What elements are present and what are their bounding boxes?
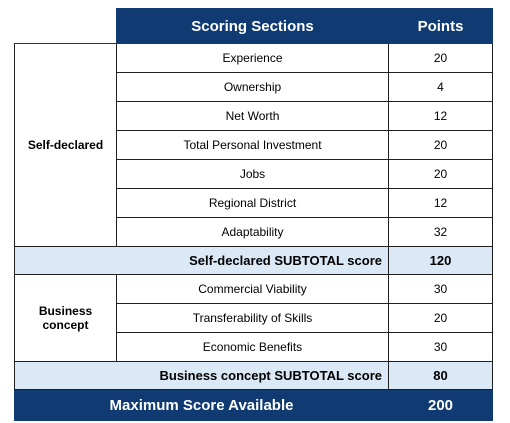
- section-points: 12: [388, 188, 493, 218]
- section-points: 12: [388, 101, 493, 131]
- table-row: Ownership 4: [15, 72, 493, 102]
- table-row: Business concept Commercial Viability 30: [14, 274, 493, 362]
- section-points: 4: [388, 72, 493, 102]
- maximum-score-row: Maximum Score Available 200: [14, 389, 493, 421]
- header-row: Scoring Sections Points: [14, 8, 493, 44]
- subtotal-label: Business concept SUBTOTAL score: [14, 361, 389, 390]
- table-row: Total Personal Investment 20: [15, 130, 493, 160]
- section-label: Adaptability: [116, 217, 389, 247]
- table-row: Self-declared Experience 20: [14, 43, 493, 247]
- maximum-score-points: 200: [388, 389, 493, 421]
- subtotal-points: 80: [388, 361, 493, 390]
- section-label: Jobs: [116, 159, 389, 189]
- subtotal-label: Self-declared SUBTOTAL score: [14, 246, 389, 275]
- section-label: Transferability of Skills: [116, 303, 389, 333]
- section-points: 30: [388, 332, 493, 362]
- group-label-self-declared: Self-declared: [14, 43, 117, 247]
- scoring-table-container: Scoring Sections Points Self-declared Ex…: [14, 8, 493, 421]
- business-concept-subtotal-row: Business concept SUBTOTAL score 80: [14, 361, 493, 390]
- section-points: 30: [388, 274, 493, 304]
- self-declared-subtotal-row: Self-declared SUBTOTAL score 120: [14, 246, 493, 275]
- maximum-score-label: Maximum Score Available: [14, 389, 389, 421]
- section-points: 20: [388, 130, 493, 160]
- section-label: Regional District: [116, 188, 389, 218]
- group-label-line: concept: [42, 318, 89, 332]
- table-row: Jobs 20: [15, 159, 493, 189]
- section-label: Economic Benefits: [116, 332, 389, 362]
- subtotal-points: 120: [388, 246, 493, 275]
- header-points: Points: [388, 8, 493, 44]
- scoring-table: Scoring Sections Points Self-declared Ex…: [14, 8, 493, 421]
- section-points: 20: [388, 159, 493, 189]
- header-scoring-sections: Scoring Sections: [116, 8, 389, 44]
- section-label: Total Personal Investment: [116, 130, 389, 160]
- section-label: Commercial Viability: [116, 274, 389, 304]
- header-blank-cell: [14, 8, 117, 44]
- group-label-business-concept: Business concept: [14, 274, 117, 362]
- section-label: Experience: [116, 43, 389, 73]
- section-points: 20: [388, 43, 493, 73]
- section-points: 20: [388, 303, 493, 333]
- section-points: 32: [388, 217, 493, 247]
- section-label: Ownership: [116, 72, 389, 102]
- section-label: Net Worth: [116, 101, 389, 131]
- table-row: Transferability of Skills 20: [15, 303, 493, 333]
- group-label-line: Business: [38, 304, 93, 318]
